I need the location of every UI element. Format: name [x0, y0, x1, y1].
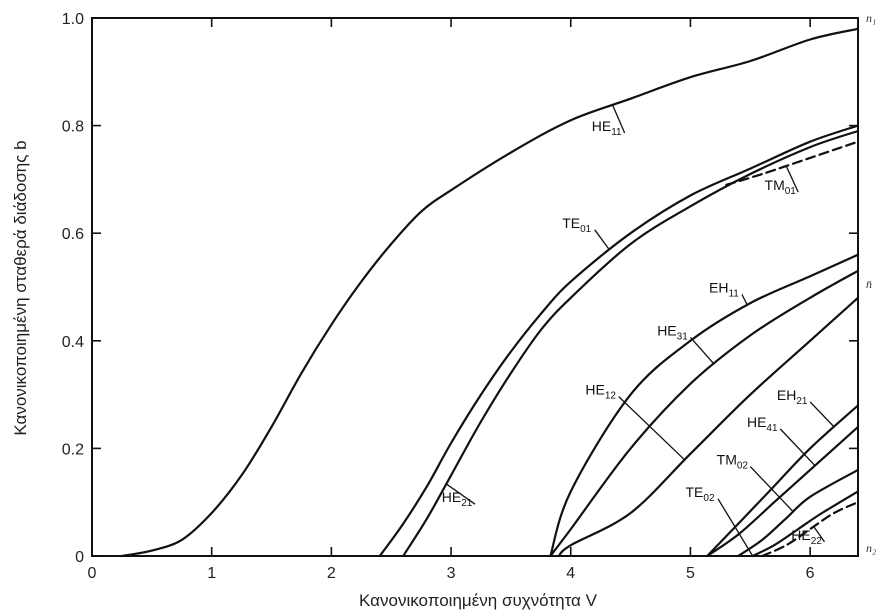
- x-axis-title: Κανονικοποιημένη συχνότητα V: [359, 591, 598, 610]
- edge-label-nbar: n̄: [866, 277, 872, 291]
- leader-line-he11: [612, 104, 626, 134]
- edge-label-n2: n₂: [866, 541, 876, 555]
- curve-label-he11: HE11: [592, 118, 622, 138]
- curve-eh21: [706, 404, 860, 558]
- ticks-group: 0 1 2 3 4 5 6 0 0.2 0.4 0.6 0.8 1.0: [62, 11, 858, 582]
- y-axis-title: Κανονικοποιημένη σταθερά διάδοσης b: [11, 140, 30, 435]
- y-tick-label: 0.8: [62, 119, 84, 136]
- curve-label-he12: HE12: [585, 382, 616, 402]
- x-tick-label: 0: [88, 565, 97, 582]
- leader-line-he12: [618, 396, 685, 461]
- y-tick-label: 1.0: [62, 11, 84, 28]
- curve-he31: [549, 269, 860, 558]
- y-tick-label: 0.6: [62, 226, 84, 243]
- x-tick-label: 3: [447, 565, 456, 582]
- curve-label-he21: HE21: [442, 489, 473, 509]
- plot-frame-group: [91, 17, 859, 557]
- x-tick-label: 6: [806, 565, 815, 582]
- leader-line-te01: [594, 229, 611, 251]
- leader-line-tm02: [749, 466, 794, 513]
- curve-te01: [378, 124, 860, 558]
- leader-line-te02: [717, 498, 754, 557]
- curve-eh11: [549, 253, 860, 558]
- leader-line-eh21: [809, 401, 835, 428]
- curve-labels-group: HE11 TE01 HE21 TM01 EH11 HE31 HE12 EH21 HE41 TM02…: [442, 104, 835, 557]
- leader-line-eh11: [741, 294, 748, 306]
- curve-he22: [761, 501, 860, 558]
- curve-label-tm01: TM01: [765, 177, 797, 197]
- leader-line-he22: [813, 526, 826, 543]
- curve-tm01: [725, 140, 860, 186]
- curve-label-he41: HE41: [747, 414, 778, 434]
- curve-he12: [557, 296, 860, 558]
- x-tick-label: 4: [566, 565, 575, 582]
- leader-line-tm01: [785, 165, 799, 193]
- x-tick-label: 1: [207, 565, 216, 582]
- y-tick-label: 0: [75, 549, 84, 566]
- curve-te02: [751, 490, 860, 558]
- curve-label-te02: TE02: [686, 484, 715, 504]
- y-tick-label: 0.2: [62, 441, 84, 458]
- curve-he21: [402, 129, 860, 558]
- plot-frame: [91, 17, 859, 557]
- leader-line-he41: [779, 428, 816, 467]
- curve-he41: [706, 425, 860, 558]
- leader-line-he21: [445, 483, 476, 505]
- curves-group: [120, 27, 860, 558]
- x-tick-label: 2: [327, 565, 336, 582]
- curve-label-eh11: EH11: [709, 279, 739, 299]
- leader-line-he31: [689, 336, 715, 365]
- y-tick-label: 0.4: [62, 334, 84, 351]
- curve-label-he22: HE22: [791, 527, 822, 547]
- curve-label-tm02: TM02: [717, 452, 749, 472]
- x-tick-label: 5: [686, 565, 695, 582]
- curve-tm02: [737, 468, 860, 558]
- curve-label-eh21: EH21: [777, 387, 808, 407]
- curve-label-te01: TE01: [562, 215, 591, 235]
- curve-label-he31: HE31: [657, 322, 688, 342]
- curve-he11: [120, 27, 860, 558]
- edge-label-n1: n₁: [866, 11, 876, 25]
